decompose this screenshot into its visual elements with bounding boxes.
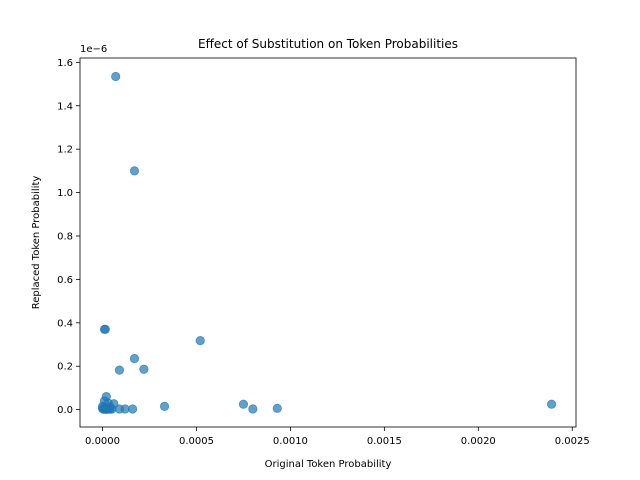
x-tick-label: 0.0020: [461, 436, 496, 447]
data-point: [114, 365, 125, 375]
data-point: [159, 401, 170, 411]
data-point: [100, 324, 110, 334]
data-point: [195, 336, 205, 346]
data-point: [248, 404, 258, 414]
y-tick-label: 0.2: [57, 362, 73, 373]
data-point: [272, 403, 282, 413]
y-tick-label: 1.2: [57, 145, 73, 156]
y-tick-label: 1.4: [57, 101, 73, 112]
data-point: [98, 404, 109, 414]
x-tick-label: 0.0005: [179, 436, 214, 447]
y-axis-offset-text: 1e−6: [80, 44, 107, 55]
x-tick-label: 0.0000: [85, 436, 120, 447]
points-layer: [97, 71, 557, 415]
data-point: [139, 364, 149, 374]
y-tick-label: 0.0: [57, 405, 73, 416]
data-point: [238, 399, 249, 409]
data-point: [129, 354, 140, 364]
y-axis-ticks: 0.0 0.2 0.4 0.6 0.8 1.0 1.2 1.4 1.6: [57, 58, 80, 416]
y-tick-label: 0.6: [57, 275, 73, 286]
y-axis-label: Replaced Token Probability: [31, 176, 42, 310]
data-point: [111, 71, 121, 82]
y-tick-label: 1.0: [57, 188, 73, 199]
x-tick-label: 0.0010: [273, 436, 308, 447]
y-tick-label: 0.8: [57, 231, 73, 242]
x-axis-label: Original Token Probability: [265, 459, 392, 470]
x-axis-ticks: 0.0000 0.0005 0.0010 0.0015 0.0020 0.0025: [85, 427, 590, 447]
data-point: [128, 404, 138, 414]
y-tick-label: 1.6: [57, 58, 73, 69]
data-point: [129, 166, 140, 176]
data-point: [546, 399, 557, 409]
y-tick-label: 0.4: [57, 318, 73, 329]
x-tick-label: 0.0025: [555, 436, 590, 447]
x-tick-label: 0.0015: [367, 436, 402, 447]
plot-frame: [79, 57, 577, 428]
chart-title: Effect of Substitution on Token Probabil…: [198, 37, 458, 51]
